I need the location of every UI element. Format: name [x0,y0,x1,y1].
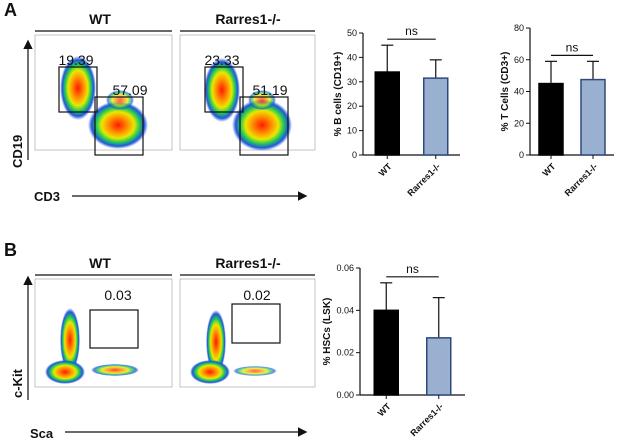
x-tick-label: WT [540,161,557,178]
flow-header: Rarres1-/- [215,255,281,271]
y-tick-label: 50 [347,28,357,38]
gate-value: 51.19 [252,82,287,98]
y-axis-label: % B cells (CD19+) [333,52,344,137]
y-tick-label: 0.04 [336,305,354,315]
y-tick-label: 10 [347,126,357,136]
y-tick-label: 60 [514,55,524,65]
flow-plot [34,34,173,156]
panel-label: A [4,0,17,20]
axis-label: c-Kit [10,368,25,398]
x-tick-label: Rarres1-/- [563,161,600,198]
gate-value: 0.02 [243,287,270,303]
flow-plot [179,278,316,388]
bar [580,78,606,156]
x-tick-label: WT [377,161,394,178]
axis-label: CD3 [34,189,60,204]
y-tick-label: 0.06 [336,263,354,273]
annotation: ns [566,40,579,54]
x-tick-label: WT [376,401,393,418]
y-tick-label: 80 [514,23,524,33]
y-axis-label: % HSCs (LSK) [322,298,333,366]
gate-value: 57.09 [112,82,147,98]
axis-label: CD19 [10,135,25,168]
flow-header: WT [89,11,111,27]
annotation: ns [405,24,418,38]
panel-label: B [4,240,17,260]
bar [374,71,400,156]
gate-value: 23.33 [204,52,239,68]
axis-label: Sca [30,426,54,441]
y-tick-label: 20 [514,118,524,128]
y-tick-label: 0.00 [336,390,354,400]
bar [538,82,564,156]
x-tick-label: Rarres1-/- [408,401,445,438]
y-tick-label: 40 [347,52,357,62]
gate-value: 0.03 [104,287,131,303]
y-tick-label: 40 [514,87,524,97]
y-tick-label: 0 [352,150,357,160]
flow-header: Rarres1-/- [215,11,281,27]
annotation: ns [406,262,419,276]
y-tick-label: 20 [347,101,357,111]
bar [373,309,399,396]
flow-plot [34,278,173,388]
flow-plot [179,34,316,156]
bar [423,77,449,156]
y-tick-label: 0 [519,150,524,160]
y-tick-label: 0.02 [336,348,354,358]
y-axis-label: % T Cells (CD3+) [500,52,511,132]
gate-value: 19.39 [58,52,93,68]
y-tick-label: 30 [347,77,357,87]
x-tick-label: Rarres1-/- [405,161,442,198]
flow-header: WT [89,255,111,271]
bar [426,337,452,396]
